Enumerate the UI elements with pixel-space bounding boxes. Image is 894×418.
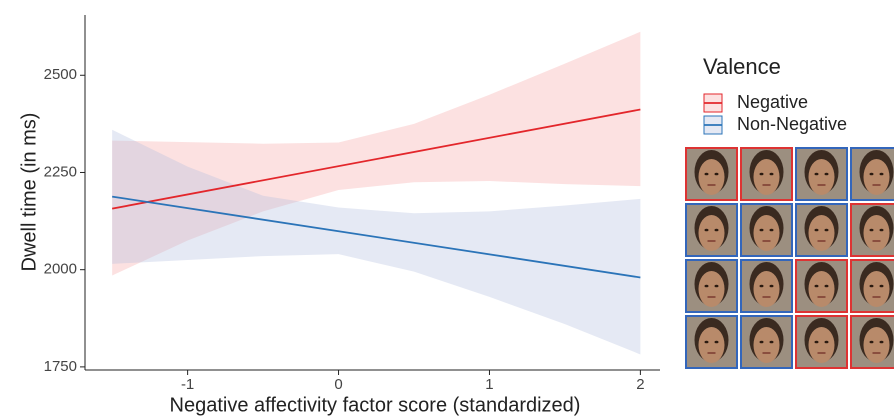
face-eye — [870, 341, 874, 344]
face-skin — [809, 271, 835, 307]
face-eye — [825, 285, 829, 288]
face-thumbnail — [796, 204, 847, 256]
face-eye — [880, 341, 884, 344]
face-thumbnail — [686, 148, 737, 200]
face-thumbnail — [686, 260, 737, 312]
face-thumbnail — [741, 260, 792, 312]
y-tick-label: 1750 — [44, 358, 77, 375]
face-thumbnail — [851, 260, 894, 312]
x-tick-label: 1 — [485, 376, 493, 393]
face-eye — [760, 229, 764, 232]
face-eye — [815, 173, 819, 176]
face-eye — [825, 341, 829, 344]
face-eye — [705, 173, 709, 176]
face-eye — [770, 229, 774, 232]
face-skin — [809, 215, 835, 251]
face-thumbnail — [851, 316, 894, 368]
face-eye — [880, 173, 884, 176]
face-eye — [815, 341, 819, 344]
face-skin — [699, 327, 725, 363]
face-thumbnail — [686, 316, 737, 368]
y-tick-label: 2500 — [44, 66, 77, 83]
plot-area: 1750 2000 2250 2500 -1 0 1 2 — [44, 15, 660, 393]
face-skin — [699, 271, 725, 307]
face-eye — [825, 173, 829, 176]
face-skin — [754, 327, 780, 363]
face-eye — [880, 285, 884, 288]
face-eye — [760, 285, 764, 288]
face-skin — [864, 327, 890, 363]
face-skin — [699, 215, 725, 251]
y-tick-label: 2000 — [44, 261, 77, 278]
face-skin — [864, 215, 890, 251]
x-tick-label: -1 — [181, 376, 194, 393]
face-thumbnail — [741, 204, 792, 256]
face-eye — [705, 229, 709, 232]
face-eye — [705, 285, 709, 288]
face-skin — [699, 159, 725, 195]
y-tick-label: 2250 — [44, 163, 77, 180]
face-skin — [864, 271, 890, 307]
face-skin — [754, 271, 780, 307]
face-eye — [880, 229, 884, 232]
page: 1750 2000 2250 2500 -1 0 1 2 Negative affectivi… — [0, 0, 894, 418]
chart: 1750 2000 2250 2500 -1 0 1 2 Negative affectivi… — [0, 0, 894, 418]
face-eye — [760, 173, 764, 176]
x-tick-label: 2 — [636, 376, 644, 393]
face-eye — [770, 341, 774, 344]
legend-title: Valence — [703, 54, 781, 79]
face-skin — [809, 159, 835, 195]
face-eye — [825, 229, 829, 232]
face-eye — [715, 285, 719, 288]
face-skin — [864, 159, 890, 195]
face-thumbnail — [796, 260, 847, 312]
face-eye — [770, 173, 774, 176]
face-thumbnail — [741, 148, 792, 200]
face-eye — [770, 285, 774, 288]
face-eye — [870, 173, 874, 176]
face-eye — [715, 229, 719, 232]
face-thumbnail — [796, 316, 847, 368]
y-axis-title: Dwell time (in ms) — [18, 113, 40, 272]
face-thumbnail — [796, 148, 847, 200]
face-grid — [686, 148, 894, 368]
face-eye — [815, 285, 819, 288]
face-thumbnail — [741, 316, 792, 368]
face-thumbnail — [851, 204, 894, 256]
face-eye — [760, 341, 764, 344]
face-thumbnail — [686, 204, 737, 256]
x-axis-title: Negative affectivity factor score (stand… — [170, 394, 581, 416]
legend-label: Non-Negative — [737, 114, 847, 134]
x-tick-label: 0 — [334, 376, 342, 393]
face-eye — [715, 341, 719, 344]
legend-label: Negative — [737, 92, 808, 112]
face-skin — [754, 159, 780, 195]
face-eye — [870, 285, 874, 288]
face-eye — [705, 341, 709, 344]
face-skin — [809, 327, 835, 363]
face-eye — [815, 229, 819, 232]
face-eye — [870, 229, 874, 232]
face-skin — [754, 215, 780, 251]
face-thumbnail — [851, 148, 894, 200]
face-eye — [715, 173, 719, 176]
